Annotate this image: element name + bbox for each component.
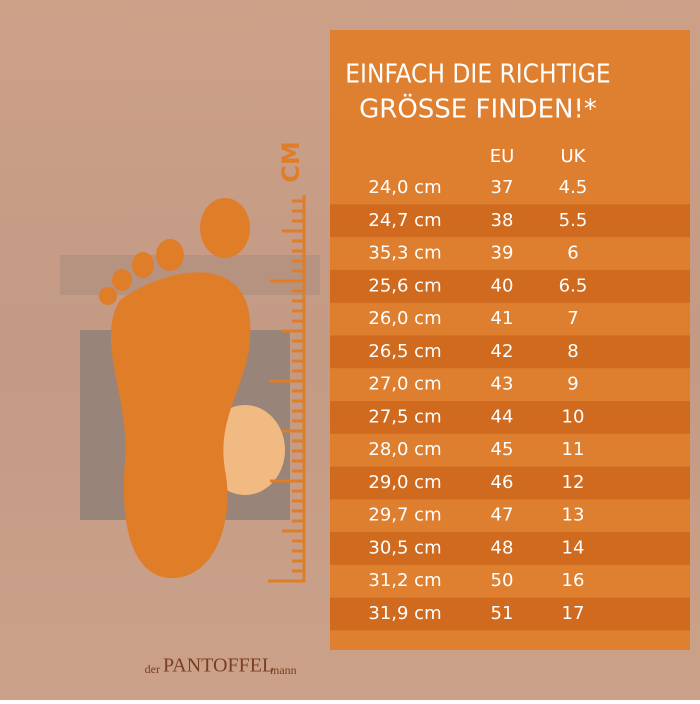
table-cell: 41 bbox=[491, 308, 514, 329]
table-cell: 17 bbox=[562, 603, 585, 624]
row-stripe bbox=[330, 401, 690, 434]
column-header: EU bbox=[490, 146, 515, 167]
table-cell: 12 bbox=[562, 472, 585, 493]
table-cell: 25,6 cm bbox=[368, 275, 441, 296]
table-cell: 39 bbox=[491, 243, 514, 264]
table-cell: 31,9 cm bbox=[368, 603, 441, 624]
table-cell: 43 bbox=[491, 374, 514, 395]
table-cell: 28,0 cm bbox=[368, 439, 441, 460]
table-cell: 46 bbox=[491, 472, 514, 493]
table-cell: 44 bbox=[491, 406, 514, 427]
table-cell: 24,0 cm bbox=[368, 177, 441, 198]
title-line: EINFACH DIE RICHTIGE bbox=[345, 60, 610, 90]
table-cell: 40 bbox=[491, 275, 514, 296]
ruler bbox=[268, 195, 306, 583]
table-cell: 9 bbox=[567, 374, 578, 395]
table-cell: 14 bbox=[562, 537, 585, 558]
table-cell: 10 bbox=[562, 406, 585, 427]
table-cell: 6.5 bbox=[559, 275, 588, 296]
toe bbox=[112, 269, 132, 291]
table-cell: 42 bbox=[491, 341, 514, 362]
table-cell: 30,5 cm bbox=[368, 537, 441, 558]
toe bbox=[99, 287, 117, 305]
table-cell: 8 bbox=[567, 341, 578, 362]
row-stripe bbox=[330, 597, 690, 631]
row-stripe bbox=[330, 466, 690, 500]
table-cell: 37 bbox=[491, 177, 514, 198]
toe bbox=[156, 239, 184, 271]
table-cell: 29,7 cm bbox=[368, 505, 441, 526]
table-cell: 26,0 cm bbox=[368, 308, 441, 329]
table-cell: 50 bbox=[491, 570, 514, 591]
table-cell: 13 bbox=[562, 505, 585, 526]
row-stripe bbox=[330, 269, 690, 303]
toe bbox=[132, 252, 154, 278]
sole bbox=[110, 272, 251, 579]
row-stripe bbox=[330, 532, 690, 565]
table-cell: 27,0 cm bbox=[368, 374, 441, 395]
brand-suffix: mann bbox=[270, 663, 297, 677]
table-cell: 38 bbox=[491, 210, 514, 231]
table-cell: 4.5 bbox=[559, 177, 588, 198]
brand-name: PANTOFFEL bbox=[163, 655, 274, 677]
brand-prefix: der bbox=[145, 662, 160, 676]
table-cell: 27,5 cm bbox=[368, 406, 441, 427]
table-cell: 24,7 cm bbox=[368, 210, 441, 231]
ruler-label: CM bbox=[277, 141, 305, 183]
table-cell: 16 bbox=[562, 570, 585, 591]
table-cell: 31,2 cm bbox=[368, 570, 441, 591]
table-cell: 47 bbox=[491, 505, 514, 526]
row-stripe bbox=[330, 204, 690, 238]
table-cell: 11 bbox=[562, 439, 585, 460]
table-cell: 5.5 bbox=[559, 210, 588, 231]
table-cell: 26,5 cm bbox=[368, 341, 441, 362]
table-cell: 6 bbox=[567, 243, 578, 264]
title-line: GRÖSSE FINDEN!* bbox=[359, 93, 597, 125]
big-toe bbox=[200, 198, 250, 258]
table-cell: 51 bbox=[491, 603, 514, 624]
foot bbox=[99, 198, 251, 579]
table-cell: 48 bbox=[491, 537, 514, 558]
table-cell: 7 bbox=[567, 308, 578, 329]
row-stripe bbox=[330, 335, 690, 369]
table-cell: 35,3 cm bbox=[368, 243, 441, 264]
table-cell: 29,0 cm bbox=[368, 472, 441, 493]
column-header: UK bbox=[561, 146, 587, 167]
table-cell: 45 bbox=[491, 439, 514, 460]
